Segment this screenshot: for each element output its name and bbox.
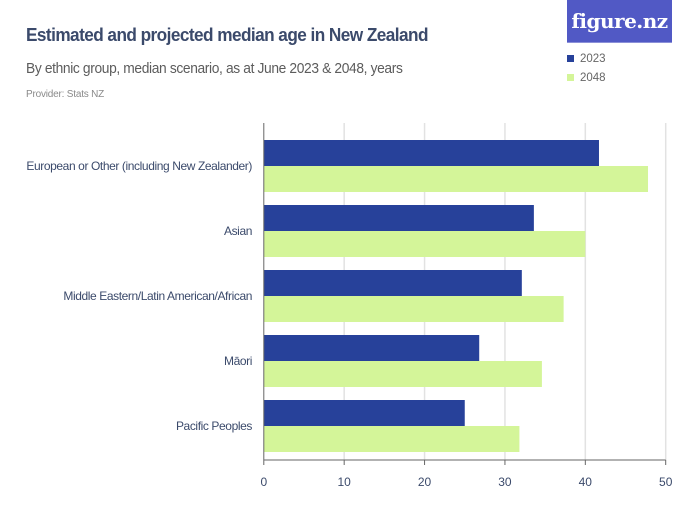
bar-2023 xyxy=(263,335,480,361)
x-tick-label: 50 xyxy=(659,475,673,489)
bar-2023 xyxy=(263,140,599,166)
category-label: Pacific Peoples xyxy=(176,419,252,433)
x-tick-label: 30 xyxy=(498,475,512,489)
category-label: European or Other (including New Zealand… xyxy=(26,159,252,173)
figure-nz-logo[interactable]: figure.nz xyxy=(567,0,672,43)
category-label: Asian xyxy=(224,224,252,238)
bar-2048 xyxy=(263,361,542,387)
bar-2023 xyxy=(263,270,522,296)
legend-item-2023: 2023 xyxy=(567,49,606,68)
x-tick-label: 40 xyxy=(579,475,593,489)
chart-title: Estimated and projected median age in Ne… xyxy=(26,24,429,45)
category-label: Māori xyxy=(224,354,252,368)
bar-2048 xyxy=(263,166,649,192)
legend-item-2048: 2048 xyxy=(567,68,606,87)
x-tick-label: 10 xyxy=(338,475,352,489)
legend-swatch xyxy=(567,55,574,62)
bar-2048 xyxy=(263,426,520,452)
legend-label: 2023 xyxy=(580,52,606,65)
category-label: Middle Eastern/Latin American/African xyxy=(63,289,252,303)
x-tick-label: 20 xyxy=(418,475,432,489)
bar-2048 xyxy=(263,296,564,322)
bar-2048 xyxy=(263,231,586,257)
bar-2023 xyxy=(263,400,465,426)
legend-label: 2048 xyxy=(580,71,606,84)
chart-subtitle: By ethnic group, median scenario, as at … xyxy=(26,60,403,77)
provider-label: Provider: Stats NZ xyxy=(26,89,105,100)
legend: 2023 2048 xyxy=(567,49,606,87)
legend-swatch xyxy=(567,74,574,81)
bar-2023 xyxy=(263,205,534,231)
x-tick-label: 0 xyxy=(260,475,267,489)
